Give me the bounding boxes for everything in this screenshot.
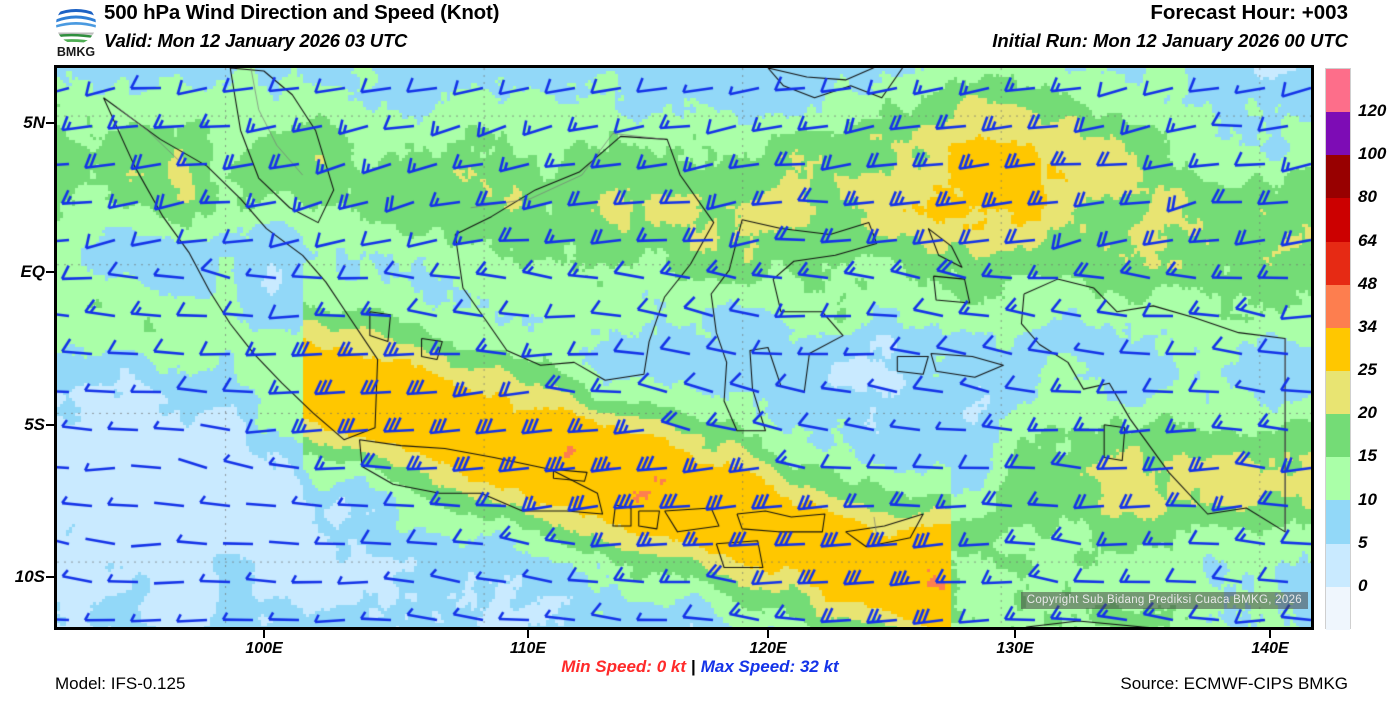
colorbar-label-34: 34 <box>1358 316 1377 336</box>
lon-tick-4 <box>1269 630 1271 638</box>
map-panel[interactable]: Copyright Sub Bidang Prediksi Cuaca BMKG… <box>54 65 1314 630</box>
colorbar-band-6 <box>1326 327 1350 371</box>
colorbar-label-80: 80 <box>1358 187 1377 207</box>
wind-speed-contour-map <box>57 68 1311 627</box>
source-label: Source: ECMWF-CIPS BMKG <box>1120 674 1348 693</box>
colorbar-band-1 <box>1326 112 1350 156</box>
lat-label-0: 5N <box>23 113 45 132</box>
colorbar-band-3 <box>1326 198 1350 242</box>
wind-speed-colorbar <box>1325 68 1351 630</box>
colorbar-label-120: 120 <box>1358 101 1387 121</box>
colorbar-label-100: 100 <box>1358 144 1387 164</box>
lon-label-4: 140E <box>1251 640 1289 657</box>
colorbar-band-10 <box>1326 500 1350 544</box>
colorbar-label-10: 10 <box>1358 489 1377 509</box>
lon-tick-0 <box>263 630 265 638</box>
lon-label-2: 120E <box>749 640 787 657</box>
colorbar-band-5 <box>1326 284 1350 328</box>
lon-label-1: 110E <box>509 640 547 657</box>
lon-tick-3 <box>1014 630 1016 638</box>
lon-label-0: 100E <box>245 640 283 657</box>
speed-separator: | <box>690 657 696 676</box>
colorbar-band-8 <box>1326 414 1350 458</box>
lat-label-1: EQ <box>20 262 45 281</box>
colorbar-band-7 <box>1326 370 1350 415</box>
lat-tick-0 <box>46 122 55 124</box>
colorbar-label-25: 25 <box>1358 360 1377 380</box>
lat-tick-3 <box>46 576 55 578</box>
model-label: Model: IFS-0.125 <box>55 674 186 693</box>
copyright-watermark: Copyright Sub Bidang Prediksi Cuaca BMKG… <box>1020 592 1308 609</box>
colorbar-band-12 <box>1326 586 1350 630</box>
page-title: 500 hPa Wind Direction and Speed (Knot) <box>104 1 500 24</box>
colorbar-band-2 <box>1326 155 1350 199</box>
lat-tick-1 <box>46 271 55 273</box>
lon-tick-2 <box>767 630 769 638</box>
lat-label-2: 5S <box>24 415 45 434</box>
colorbar-band-4 <box>1326 241 1350 285</box>
min-speed-label: Min Speed: 0 kt <box>561 657 686 676</box>
colorbar-band-11 <box>1326 543 1350 587</box>
max-speed-label: Max Speed: 32 kt <box>700 657 839 676</box>
bmkg-logo: BMKG <box>56 4 96 58</box>
colorbar-band-9 <box>1326 457 1350 501</box>
valid-time-label: Valid: Mon 12 January 2026 03 UTC <box>104 30 408 51</box>
lat-label-3: 10S <box>14 567 45 586</box>
lat-tick-2 <box>46 424 55 426</box>
initial-run-label: Initial Run: Mon 12 January 2026 00 UTC <box>992 30 1348 51</box>
forecast-hour-label: Forecast Hour: +003 <box>1150 1 1348 24</box>
colorbar-label-64: 64 <box>1358 230 1377 250</box>
colorbar-label-20: 20 <box>1358 403 1377 423</box>
speed-range-line: Min Speed: 0 kt | Max Speed: 32 kt <box>0 657 1400 677</box>
colorbar-label-15: 15 <box>1358 446 1377 466</box>
colorbar-label-5: 5 <box>1358 532 1368 552</box>
lon-tick-1 <box>527 630 529 638</box>
lon-label-3: 130E <box>996 640 1034 657</box>
colorbar-band-0 <box>1326 69 1350 113</box>
colorbar-label-48: 48 <box>1358 273 1377 293</box>
bmkg-logo-text: BMKG <box>57 45 95 58</box>
colorbar-label-0: 0 <box>1358 575 1368 595</box>
